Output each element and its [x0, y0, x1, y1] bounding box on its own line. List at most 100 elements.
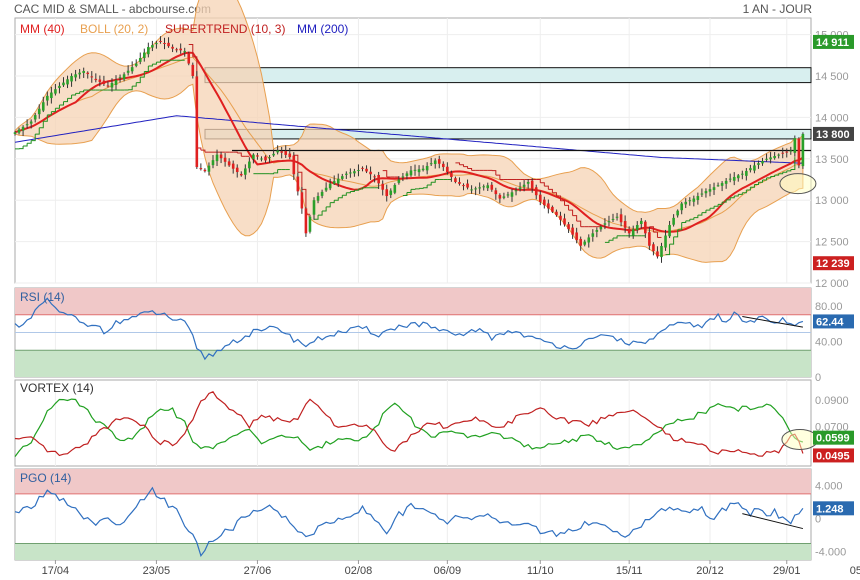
- supertrend-seg-15: [71, 93, 77, 96]
- candle-body-145: [599, 226, 603, 230]
- candle-body-187: [769, 157, 772, 160]
- candle-body-127: [526, 181, 530, 184]
- supertrend-seg-84: [350, 190, 355, 192]
- price-tick-1: 14 500: [815, 71, 849, 83]
- rsi-panel: 80.00 40.00 0 RSI (14) 62.44: [14, 288, 854, 384]
- candle-body-69: [292, 155, 296, 175]
- candle-body-117: [486, 185, 490, 189]
- rsi-trendline: [742, 315, 804, 328]
- candle-body-43: [187, 53, 191, 64]
- supertrend-seg-32: [140, 71, 145, 78]
- supertrend-seg-162: [665, 244, 671, 256]
- supertrend-seg-148: [608, 238, 614, 241]
- candle-body-149: [615, 216, 619, 218]
- supertrend-seg-103: [427, 182, 432, 186]
- supertrend-seg-189: [774, 173, 780, 176]
- pgo-tick-0: 4.000: [815, 481, 843, 493]
- period-label[interactable]: 1 AN - JOUR: [742, 2, 812, 16]
- candle-body-95: [397, 179, 401, 183]
- supertrend-seg-165: [677, 222, 683, 231]
- candle-body-30: [134, 63, 138, 66]
- supertrend-seg-104: [431, 179, 436, 183]
- candle-body-141: [583, 241, 587, 245]
- candle-body-26: [118, 77, 122, 79]
- supertrend-seg-35: [152, 62, 157, 65]
- candle-body-101: [421, 168, 425, 171]
- supertrend-seg-92: [382, 170, 388, 177]
- candle-body-13: [66, 79, 69, 85]
- supertrend-seg-4: [27, 140, 32, 144]
- candle-body-194: [797, 138, 801, 166]
- x-tick-0: 17/04: [42, 565, 70, 577]
- vortex-plus-current-bg: [813, 430, 854, 445]
- candle-body-99: [413, 169, 417, 171]
- candle-body-135: [559, 215, 562, 220]
- supertrend-seg-72: [301, 188, 307, 215]
- supertrend-seg-65: [273, 169, 279, 174]
- supertrend-seg-134: [552, 192, 557, 197]
- candle-body-167: [688, 200, 692, 202]
- supertrend-seg-82: [342, 192, 347, 196]
- candle-body-171: [704, 191, 708, 194]
- candle-body-70: [296, 176, 300, 192]
- candle-body-100: [417, 169, 421, 173]
- price-tick-5: 12 500: [815, 237, 849, 249]
- price-tick-2: 14 000: [815, 112, 849, 124]
- supertrend-seg-112: [463, 166, 469, 169]
- candle-body-71: [300, 192, 304, 209]
- candle-body-73: [308, 216, 312, 232]
- candle-body-91: [381, 183, 384, 190]
- x-tick-3: 02/08: [345, 565, 373, 577]
- candle-body-122: [506, 194, 510, 196]
- supertrend-seg-34: [148, 64, 153, 67]
- candle-body-93: [389, 190, 393, 195]
- supertrend-seg-47: [200, 149, 206, 153]
- supertrend-seg-119: [491, 170, 497, 176]
- candle-body-143: [591, 233, 595, 237]
- candle-body-137: [567, 224, 570, 230]
- pgo-trendline: [742, 513, 804, 530]
- candle-body-8: [46, 95, 49, 101]
- price-tag-0-bg: [813, 34, 854, 49]
- candle-body-86: [361, 167, 364, 169]
- x-tick-2: 27/06: [244, 565, 272, 577]
- candle-body-134: [555, 211, 558, 216]
- candle-body-168: [692, 198, 696, 202]
- vortex-plus-line: [14, 398, 804, 457]
- candle-body-15: [74, 74, 77, 78]
- supertrend-seg-2: [19, 145, 24, 150]
- candle-body-61: [260, 158, 263, 160]
- candle-body-75: [316, 196, 320, 201]
- candle-body-153: [631, 229, 635, 236]
- candle-body-25: [114, 80, 118, 86]
- supertrend-seg-181: [742, 189, 747, 194]
- supertrend-seg-138: [568, 209, 574, 216]
- supertrend-seg-75: [314, 215, 319, 220]
- supertrend-seg-158: [649, 226, 654, 233]
- price-tag-1: 13 800: [816, 129, 850, 141]
- candle-body-150: [619, 214, 623, 223]
- candle-body-139: [575, 232, 578, 241]
- candle-body-34: [151, 45, 154, 48]
- candle-body-81: [340, 176, 344, 179]
- supertrend-seg-76: [318, 210, 323, 216]
- candle-body-181: [745, 170, 748, 176]
- candle-body-18: [86, 72, 90, 75]
- candle-body-173: [712, 187, 716, 190]
- candle-body-78: [328, 183, 332, 189]
- candle-body-90: [377, 174, 380, 184]
- candle-body-155: [639, 220, 643, 224]
- supertrend-seg-44: [188, 44, 194, 57]
- rsi-tick-1: 40.00: [815, 336, 843, 348]
- supertrend-seg-167: [685, 219, 691, 222]
- rsi-line: [14, 297, 804, 361]
- candle-body-92: [385, 189, 389, 197]
- candle-body-115: [478, 187, 481, 189]
- candle-body-44: [191, 64, 195, 76]
- vortex-panel: 0.0900 0.0700 VORTEX (14) 0.0599 0.0495: [14, 381, 854, 463]
- candle-body-130: [538, 194, 542, 202]
- legend-2: SUPERTREND (10, 3): [165, 22, 285, 36]
- supertrend-seg-77: [322, 206, 327, 212]
- candle-body-11: [58, 85, 61, 89]
